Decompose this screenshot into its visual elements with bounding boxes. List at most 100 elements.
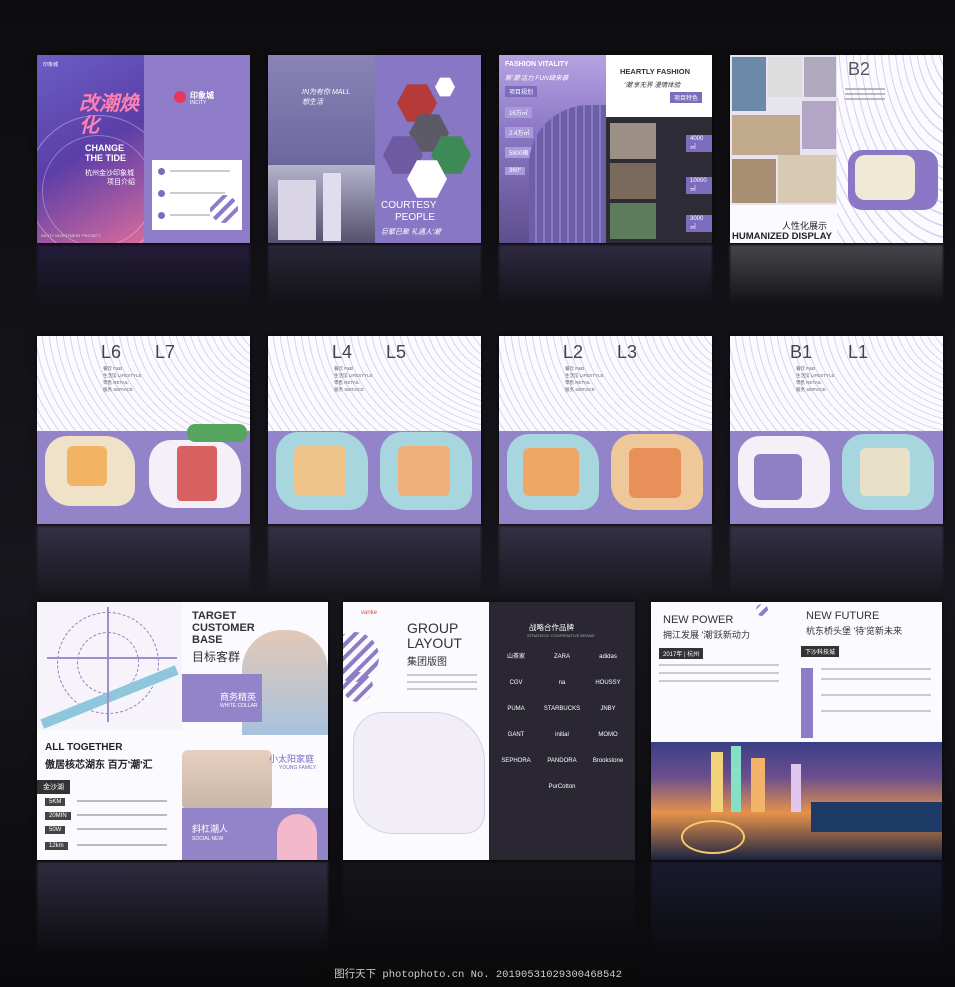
floor-legend-0d: 餐饮 F&B bbox=[796, 366, 816, 371]
location-icon bbox=[158, 168, 165, 175]
cover-left: 改潮焕化 CHANGE THE TIDE 杭州金沙印象城 项目介绍 INCITY… bbox=[37, 55, 169, 243]
floor-legend-2: 零售 RETAIL bbox=[103, 380, 129, 385]
vitality-cn2: '潮'享无界 漫情体验 bbox=[624, 82, 681, 89]
brand-3: CGV bbox=[509, 680, 523, 686]
customer-title-1: TARGET bbox=[192, 610, 237, 622]
watermark-footer: 图行天下 photophoto.cn No. 20190531029300468… bbox=[318, 965, 638, 985]
cover-cn-title: 改潮焕化 bbox=[79, 93, 139, 137]
brand-11: MOMO bbox=[598, 732, 618, 738]
group-left: vanke GROUP LAYOUT 集团版图 bbox=[343, 602, 489, 860]
brand-0: 山茶家 bbox=[506, 654, 525, 660]
mall-slogan: IN为有你 MALL想生活 bbox=[302, 89, 351, 106]
future-cn-2: 杭东桥头堡 '待'览新未来 bbox=[806, 626, 902, 636]
floor-legend-1b: 生活馆 LIFESTYLE bbox=[334, 373, 373, 378]
b2-panel: B2 人性化展示 HUMANIZED DISPLAY bbox=[730, 55, 943, 243]
brands-title: 战略合作品牌 bbox=[529, 623, 574, 632]
floor-legend-2d: 零售 RETAIL bbox=[796, 380, 822, 385]
floor-panel-l4-l5: L4 L5 餐饮 F&B 生活馆 LIFESTYLE 零售 RETAIL 服务 … bbox=[268, 336, 481, 524]
family-photo bbox=[182, 750, 272, 810]
seg2: 小太阳家庭 bbox=[269, 754, 315, 764]
vitality-tag: 项目规划 bbox=[505, 86, 538, 97]
cover-project: INCITY INVESTMENT PROJECT bbox=[41, 233, 101, 238]
floor-legend-3: 服务 SERVICE bbox=[103, 387, 133, 392]
seg1-en: WHITE COLLAR bbox=[220, 703, 258, 709]
brand-8: JNBY bbox=[600, 706, 616, 712]
contact-card bbox=[152, 160, 242, 230]
group-right: 战略合作品牌 STRATEGIC COOPERATIVE BRAND 山茶家 Z… bbox=[489, 602, 635, 860]
b2-en: HUMANIZED DISPLAY bbox=[732, 231, 832, 242]
group-title-2: LAYOUT bbox=[407, 635, 462, 651]
mall-panel: IN为有你 MALL想生活 COURTESY PEOPLE 巨擘已聚 礼遇人'潮… bbox=[268, 55, 481, 243]
brand-2: adidas bbox=[599, 654, 617, 660]
together: ALL TOGETHER bbox=[45, 742, 123, 753]
b2-cn: 人性化展示 bbox=[782, 221, 828, 231]
floor-legend-3b: 服务 SERVICE bbox=[334, 387, 364, 392]
brand-5: HOUSSY bbox=[595, 680, 621, 686]
mall-right: COURTESY PEOPLE 巨擘已聚 礼遇人'潮' bbox=[375, 55, 481, 243]
seg3: 斜杠潮人 bbox=[192, 824, 229, 834]
vitality-stat-0: 16万㎡ bbox=[505, 107, 532, 118]
brand-12: SEPHORA bbox=[501, 758, 531, 764]
floor-panel-l2-l3: L2 L3 餐饮 F&B 生活馆 LIFESTYLE 零售 RETAIL 服务 … bbox=[499, 336, 712, 524]
brand-7: STARBUCKS bbox=[543, 706, 581, 712]
brands-en: STRATEGIC COOPERATIVE BRAND bbox=[527, 633, 595, 638]
b2-floor: B2 bbox=[848, 59, 870, 80]
distance-0: 5KM bbox=[45, 798, 66, 806]
distance-3: 12km bbox=[45, 842, 68, 850]
distance-2: 50W bbox=[45, 826, 66, 834]
brand-13: PANDORA bbox=[547, 758, 577, 764]
floor-b1: B1 bbox=[790, 342, 813, 362]
cover-en-title-1: CHANGE bbox=[85, 143, 125, 153]
cover-right: 印象城 INCITY bbox=[144, 55, 250, 243]
seg3-en: SOCIAL NEW bbox=[192, 836, 224, 842]
mall-people: PEOPLE bbox=[395, 212, 436, 223]
floor-legend-1d: 生活馆 LIFESTYLE bbox=[796, 373, 835, 378]
cover-subtitle: 杭州金沙印象城 bbox=[85, 170, 134, 177]
vitality-stat2-2: 3000㎡ bbox=[686, 215, 712, 232]
floor-l1: L1 bbox=[848, 342, 869, 362]
brand-15: PurCotton bbox=[548, 784, 576, 790]
floor-l7: L7 bbox=[155, 342, 176, 362]
floor-legend-1: 生活馆 LIFESTYLE bbox=[103, 373, 142, 378]
group-title-1: GROUP bbox=[407, 620, 459, 636]
cover-logo-en: INCITY bbox=[190, 100, 207, 106]
cover-logo: 印象城 bbox=[190, 91, 214, 100]
district-tag: 金沙湖 bbox=[37, 780, 70, 794]
cover-subtitle2: 项目介绍 bbox=[107, 179, 135, 186]
seg1-box: 商务精英 WHITE COLLAR bbox=[182, 674, 262, 722]
future-cn-1: 拥江发展 '潮'跃新动力 bbox=[663, 630, 750, 640]
seg1: 商务精英 bbox=[220, 692, 257, 702]
cover-small-logo: 印象城 bbox=[43, 62, 59, 68]
vitality-stat-2: 5800辆 bbox=[505, 147, 533, 158]
floor-l4: L4 bbox=[332, 342, 353, 362]
floor-legend-1c: 生活馆 LIFESTYLE bbox=[565, 373, 604, 378]
floor-l2: L2 bbox=[563, 342, 584, 362]
brand-6: PUMA bbox=[507, 706, 525, 712]
glass-building-image bbox=[529, 105, 606, 243]
mall-people-cn: 巨擘已聚 礼遇人'潮' bbox=[381, 229, 442, 236]
future-panel: NEW POWER 拥江发展 '潮'跃新动力 2017年 | 杭州 NEW FU… bbox=[651, 602, 942, 860]
distance-1: 20MIN bbox=[45, 812, 71, 820]
vitality-cn: 新'潮'活力 FUN肆来袭 bbox=[505, 75, 569, 82]
floor-legend-0b: 餐饮 F&B bbox=[334, 366, 354, 371]
vitality-title2: HEARTLY FASHION bbox=[620, 67, 691, 76]
customer-title-2: CUSTOMER bbox=[192, 622, 255, 634]
vitality-left: FASHION VITALITY 新'潮'活力 FUN肆来袭 项目规划 16万㎡… bbox=[499, 55, 606, 243]
cover-panel: 改潮焕化 CHANGE THE TIDE 杭州金沙印象城 项目介绍 INCITY… bbox=[37, 55, 250, 243]
brand-4: na bbox=[558, 680, 566, 686]
group-panel: vanke GROUP LAYOUT 集团版图 战略合作品牌 STRATEGIC… bbox=[343, 602, 635, 860]
b2-photo-grid bbox=[730, 55, 837, 205]
floor-l3: L3 bbox=[617, 342, 638, 362]
floor-l6: L6 bbox=[101, 342, 122, 362]
floor-legend-3d: 服务 SERVICE bbox=[796, 387, 826, 392]
seg3-box: 斜杠潮人 SOCIAL NEW bbox=[182, 808, 328, 860]
brand-14: Brookstone bbox=[592, 758, 624, 764]
floor-legend-2b: 零售 RETAIL bbox=[334, 380, 360, 385]
floor-panel-b1-l1: B1 L1 餐饮 F&B 生活馆 LIFESTYLE 零售 RETAIL 服务 … bbox=[730, 336, 943, 524]
web-icon bbox=[158, 212, 165, 219]
vitality-stat2-0: 4000㎡ bbox=[686, 135, 712, 152]
district-map bbox=[37, 602, 182, 730]
vanke-logo: vanke bbox=[361, 610, 378, 616]
china-map bbox=[353, 712, 485, 834]
customer-panel: TARGET CUSTOMER BASE 目标客群 商务精英 WHITE COL… bbox=[37, 602, 328, 860]
